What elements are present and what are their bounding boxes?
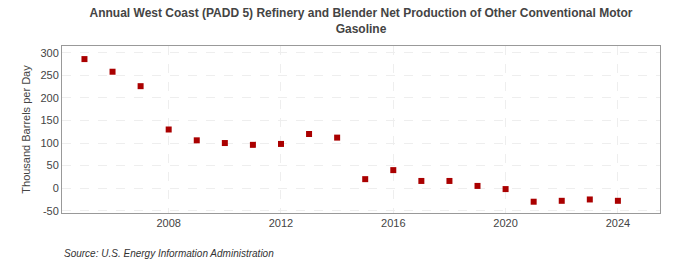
svg-text:150: 150 xyxy=(40,114,58,126)
svg-text:2016: 2016 xyxy=(381,217,405,229)
svg-text:50: 50 xyxy=(47,159,59,171)
svg-text:Annual West Coast (PADD 5) Ref: Annual West Coast (PADD 5) Refinery and … xyxy=(90,6,633,36)
svg-text:2008: 2008 xyxy=(156,217,180,229)
svg-text:250: 250 xyxy=(40,69,58,81)
svg-text:Thousand Barrels per Day: Thousand Barrels per Day xyxy=(20,65,32,194)
svg-text:-50: -50 xyxy=(43,205,59,217)
svg-text:200: 200 xyxy=(40,92,58,104)
svg-text:300: 300 xyxy=(40,47,58,59)
svg-text:2012: 2012 xyxy=(269,217,293,229)
svg-text:0: 0 xyxy=(53,182,59,194)
svg-text:2024: 2024 xyxy=(606,217,630,229)
svg-text:Source: U.S. Energy Informatio: Source: U.S. Energy Information Administ… xyxy=(64,248,274,259)
svg-text:2020: 2020 xyxy=(493,217,517,229)
svg-text:100: 100 xyxy=(40,137,58,149)
